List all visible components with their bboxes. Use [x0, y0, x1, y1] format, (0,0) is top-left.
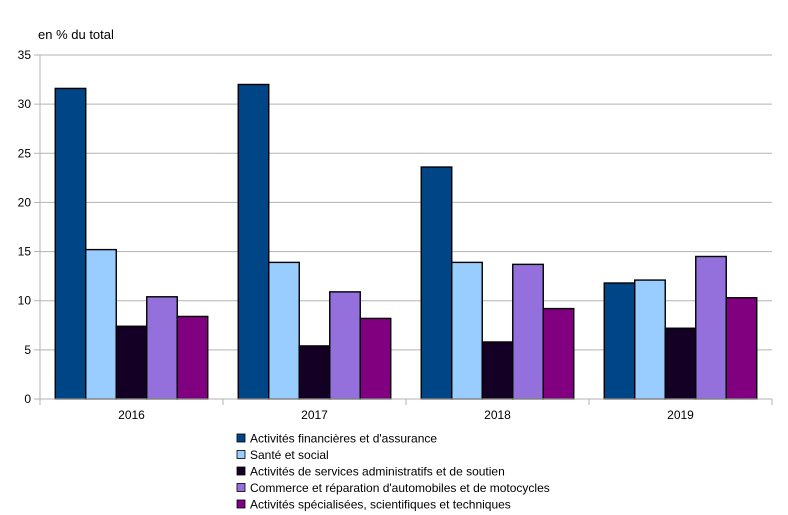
bar — [237, 83, 270, 400]
bar — [451, 261, 483, 400]
legend: Activités financières et d'assurance Sant… — [236, 432, 550, 512]
bar — [695, 255, 727, 400]
x-tick-label: 2019 — [667, 408, 694, 422]
y-tick-label: 25 — [18, 146, 32, 160]
y-axis-label: en % du total — [38, 27, 114, 42]
legend-swatch — [236, 483, 246, 492]
x-tick-label: 2017 — [301, 408, 328, 422]
legend-label: Activités spécialisées, scientifiques et… — [250, 498, 511, 512]
bar — [512, 263, 544, 400]
bar — [359, 317, 392, 400]
legend-label: Activités de services administratifs et … — [250, 465, 505, 479]
legend-swatch — [236, 499, 246, 509]
y-tick-label: 35 — [18, 48, 32, 62]
x-tick-label: 2016 — [118, 408, 145, 422]
y-tick-labels: 0 5 10 15 20 25 30 35 — [18, 48, 32, 406]
legend-swatch — [236, 433, 246, 443]
legend-label: Activités financières et d'assurance — [250, 432, 437, 446]
bar — [664, 327, 697, 400]
legend-swatch — [236, 466, 246, 476]
x-tick-label: 2018 — [484, 408, 511, 422]
bar — [146, 296, 178, 400]
y-tick-label: 0 — [24, 392, 31, 406]
legend-label: Santé et social — [250, 448, 329, 462]
bar — [268, 261, 300, 400]
bar — [176, 315, 209, 400]
y-tick-label: 5 — [24, 343, 31, 357]
y-tick-label: 10 — [18, 294, 32, 308]
legend-swatch — [236, 450, 246, 459]
bar — [481, 341, 514, 400]
y-tick-label: 20 — [18, 195, 32, 209]
y-tick-label: 15 — [18, 245, 32, 259]
bar — [725, 297, 758, 400]
bars — [54, 83, 758, 400]
axes — [34, 54, 773, 405]
x-tick-labels: 2016 2017 2018 2019 — [118, 408, 694, 422]
bar — [54, 87, 87, 400]
bar — [634, 279, 666, 400]
bar — [85, 248, 117, 400]
bar — [115, 325, 148, 400]
bar — [329, 291, 361, 400]
bar — [542, 307, 575, 400]
legend-label: Commerce et réparation d'automobiles et … — [250, 481, 550, 495]
bar — [603, 282, 636, 400]
bar — [298, 345, 331, 400]
bar — [420, 166, 453, 400]
y-tick-label: 30 — [18, 97, 32, 111]
